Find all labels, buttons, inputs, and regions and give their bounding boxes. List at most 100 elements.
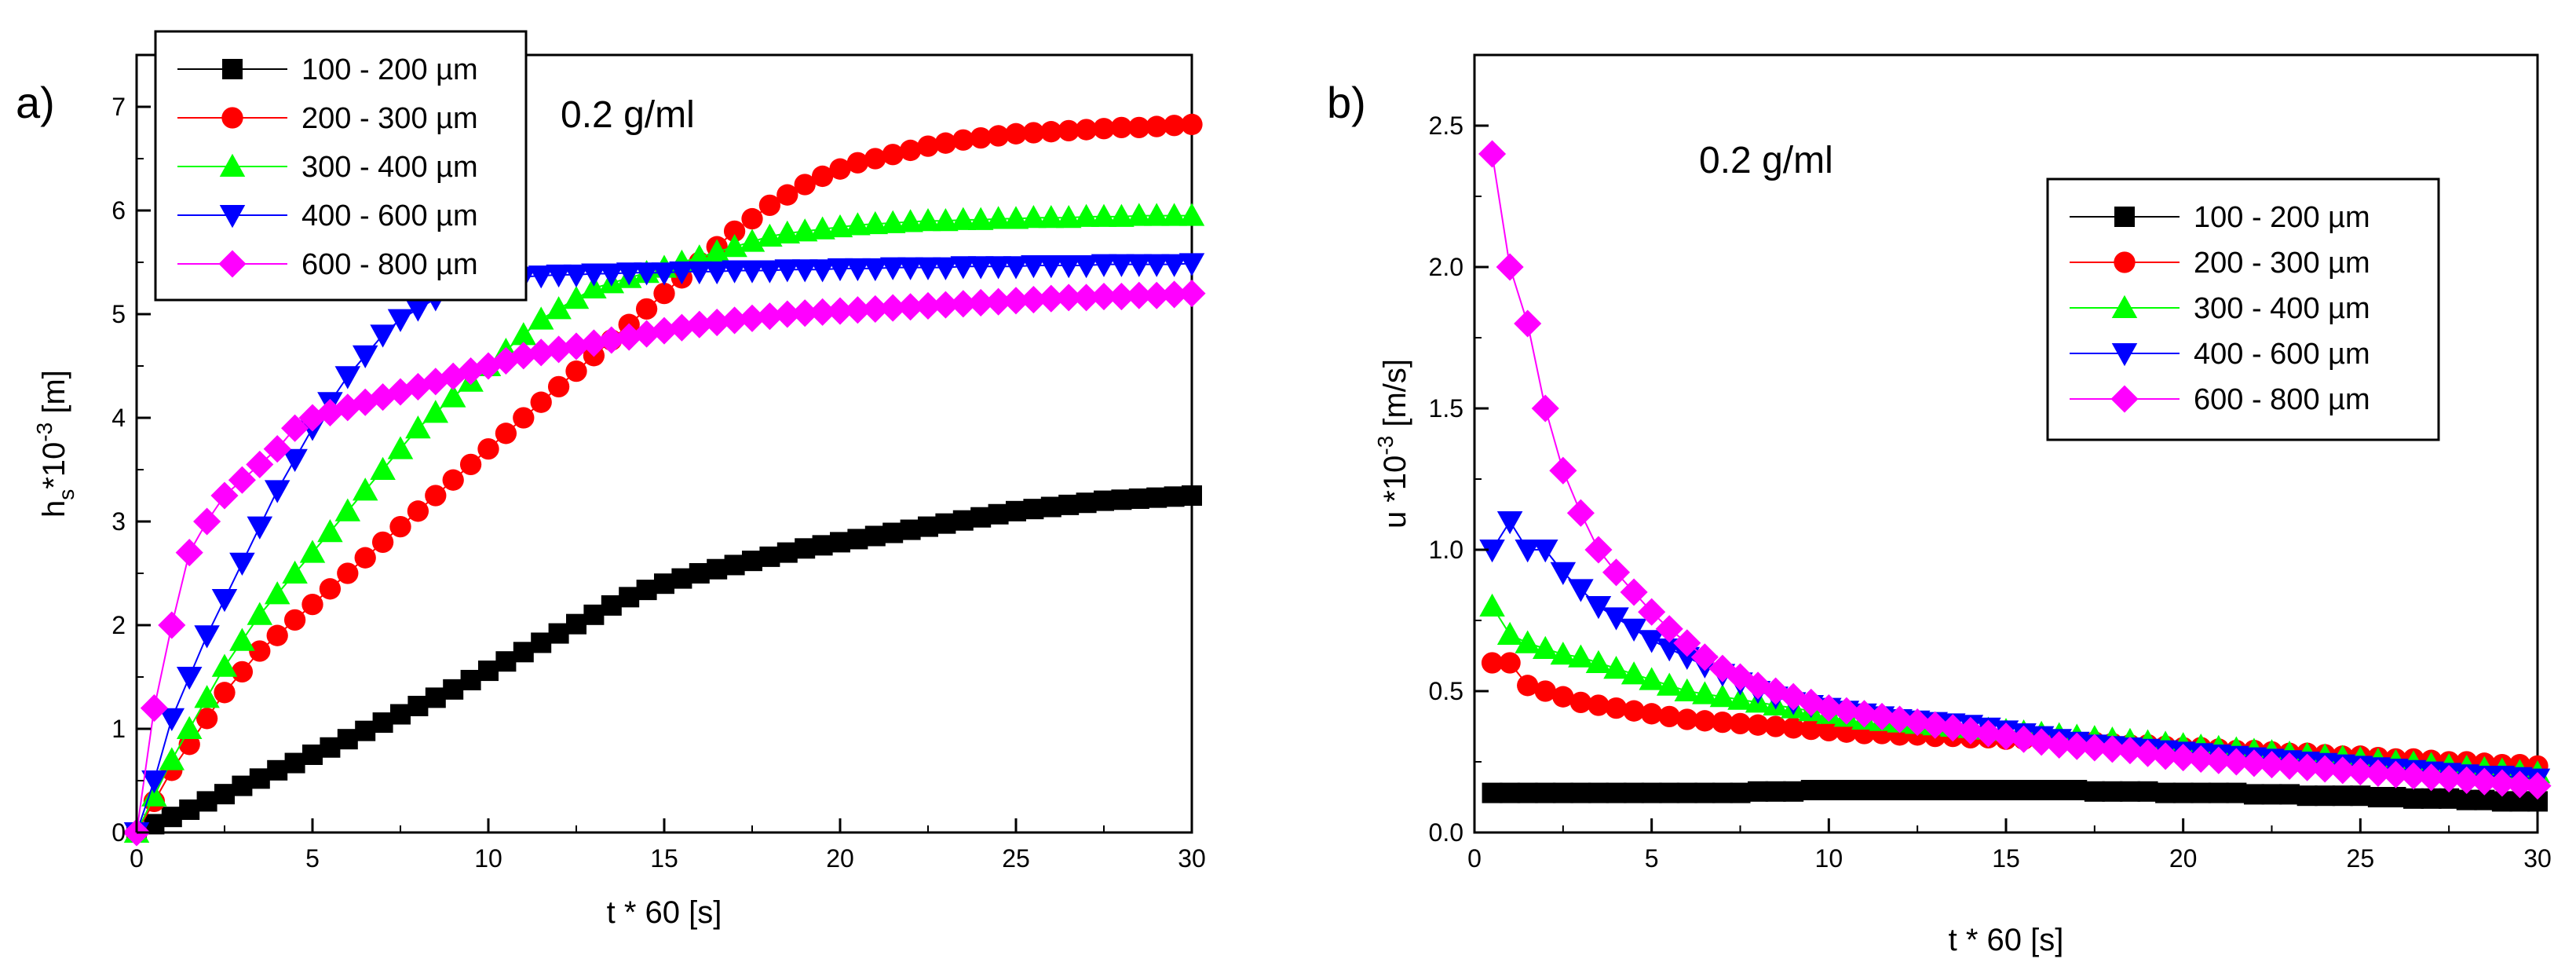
panel-a-series-4-point <box>334 366 361 390</box>
panel-b-series-1-point <box>2421 788 2442 809</box>
panel-a-series-1-point <box>267 759 288 781</box>
panel-a-series-3-point <box>1161 203 1187 226</box>
panel-b-x-axis: 0 5 10 15 20 25 30 <box>1467 818 2552 873</box>
panel-b-series-2-point <box>1641 703 1663 725</box>
panel-a-series-4-point <box>985 256 1011 280</box>
panel-b-series-1-point <box>1872 780 1893 800</box>
panel-a-series-4-point <box>1073 254 1099 279</box>
panel-a-series-5-point <box>914 291 942 320</box>
panel-b-series-5-point <box>1957 716 1985 745</box>
panel-b-y-tick-label: 0.0 <box>1429 818 1463 847</box>
panel-b-series-5-point <box>2133 739 2162 767</box>
panel-a-series-1-point <box>970 507 992 528</box>
panel-a-series-1-point <box>179 799 200 820</box>
panel-a-series-1-point <box>864 525 886 547</box>
panel-a-series-4-point <box>1143 254 1170 277</box>
panel-b-series-1-point <box>1641 782 1662 803</box>
panel-b-y-tick-label: 0.5 <box>1429 677 1463 705</box>
panel-a-series-3-point <box>299 540 326 563</box>
panel-b-series-3-point <box>1709 683 1736 708</box>
panel-b-series-2-point <box>1605 697 1628 719</box>
panel-a-series-1-point <box>830 532 850 553</box>
panel-b-legend-label: 100 - 200 µm <box>2194 201 2370 234</box>
panel-b-series-1-point <box>1889 780 1910 800</box>
panel-a-y-tick-label: 6 <box>111 196 126 225</box>
panel-a-series-2-point <box>1181 113 1203 136</box>
panel-a-series-4-point <box>827 258 853 282</box>
panel-a-x-tick-label: 20 <box>826 844 854 873</box>
panel-a-series-1-point <box>196 791 217 812</box>
panel-a-series-5-point <box>773 300 802 328</box>
panel-a-series-5-point <box>316 398 344 426</box>
panel-a-legend-label: 600 - 800 µm <box>301 248 478 281</box>
panel-a-series-2-point <box>195 708 218 730</box>
panel-a-series-3-point <box>985 206 1011 229</box>
panel-b-series-4-point <box>1550 562 1577 586</box>
panel-b-series-5-point <box>2453 766 2481 794</box>
panel-a-series-4-point <box>739 260 765 284</box>
panel-b-series-1-point <box>2350 785 2371 807</box>
panel-a-series-4-point <box>669 261 695 285</box>
panel-a-series-1-point <box>619 587 640 608</box>
panel-a-series-1-point <box>249 768 270 789</box>
panel-a-series-3-point <box>933 207 959 232</box>
panel-a-series-2-point <box>1022 122 1045 144</box>
panel-a-y-tick-label: 2 <box>111 611 126 639</box>
panel-b-series-5-point <box>2027 728 2055 756</box>
panel-b-legend-label: 600 - 800 µm <box>2194 383 2370 416</box>
panel-b-x-tick-label: 30 <box>2523 844 2552 873</box>
panel-a-series-4-point <box>651 262 678 286</box>
panel-a-series-5-point <box>1037 284 1065 313</box>
panel-b-series-1-point <box>1978 780 1999 800</box>
panel-a-series-4-point <box>634 262 660 286</box>
panel-a-series-4-point <box>598 263 625 287</box>
panel-a-series-3-point <box>176 715 203 739</box>
panel-b-x-tick-label: 25 <box>2347 844 2375 873</box>
panel-a-series-5-point <box>263 435 291 463</box>
panel-b-series-3-point <box>1674 678 1701 701</box>
panel-b-series-3-point <box>1692 681 1718 704</box>
panel-a-series-2-point <box>1110 116 1133 139</box>
panel-a-series-1-point <box>1146 487 1167 508</box>
panel-b-series-4-point <box>1621 618 1647 642</box>
panel-a-series-3-point <box>791 218 818 242</box>
panel-a: a) 0 5 10 15 20 25 30 0 1 2 3 4 5 6 7 0.2 g/ml 100 - … <box>16 30 1206 930</box>
panel-b-series-5-point <box>2381 760 2410 789</box>
panel-b-series-1-point <box>2243 784 2264 805</box>
panel-b-series-1-point <box>2066 780 2088 800</box>
panel-b-series-1-point <box>1924 780 1946 800</box>
panel-a-legend-marker <box>219 153 246 177</box>
panel-a-series-4-point <box>282 448 308 473</box>
panel-a-series-2 <box>126 113 1203 843</box>
panel-a-series-3-point <box>405 415 431 439</box>
panel-a-series-4-point <box>616 262 642 286</box>
panel-b-series-3-point <box>1656 672 1683 696</box>
panel-a-series-5-point <box>685 310 714 338</box>
panel-b-series-1-point <box>2084 781 2105 802</box>
panel-b-y-axis-title: u *10-3 [m/s] <box>1373 359 1412 529</box>
panel-a-x-tick-label: 25 <box>1002 844 1030 873</box>
panel-a-series-1-point <box>759 546 780 567</box>
panel-a-series-5-point <box>597 326 626 354</box>
panel-a-series-3-point <box>317 518 343 543</box>
panel-b-series-5-point <box>2098 735 2126 763</box>
panel-a-series-3-point <box>809 216 835 240</box>
panel-a-series-1-point <box>636 580 657 601</box>
panel-a-series-4-point <box>933 257 959 280</box>
panel-b-series-2-point <box>1712 711 1734 734</box>
panel-a-series-4-point <box>845 258 871 282</box>
panel-a-series-3-point <box>1073 203 1099 227</box>
panel-a-legend: 100 - 200 µm 200 - 300 µm 300 - 400 µm 400 … <box>154 30 528 302</box>
panel-a-series-4-point <box>862 258 889 282</box>
panel-a-series-1-point <box>337 729 358 750</box>
panel-a-series-3-point <box>862 210 889 235</box>
panel-a-series-3-point <box>264 581 290 605</box>
panel-b-series-2-point <box>1694 710 1716 732</box>
panel-a-series-5-point <box>1107 283 1135 311</box>
panel-a-series-5-point <box>1054 284 1083 312</box>
panel-b-series-4-point <box>1639 630 1664 653</box>
panel-a-series-3-point <box>546 296 572 320</box>
panel-a-series-3-point <box>774 220 801 244</box>
panel-a-series-2-point <box>934 132 957 154</box>
panel-b-series-3-point <box>1479 593 1505 617</box>
